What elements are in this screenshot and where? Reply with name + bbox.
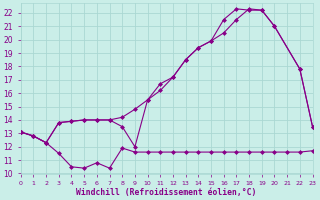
X-axis label: Windchill (Refroidissement éolien,°C): Windchill (Refroidissement éolien,°C) [76,188,257,197]
